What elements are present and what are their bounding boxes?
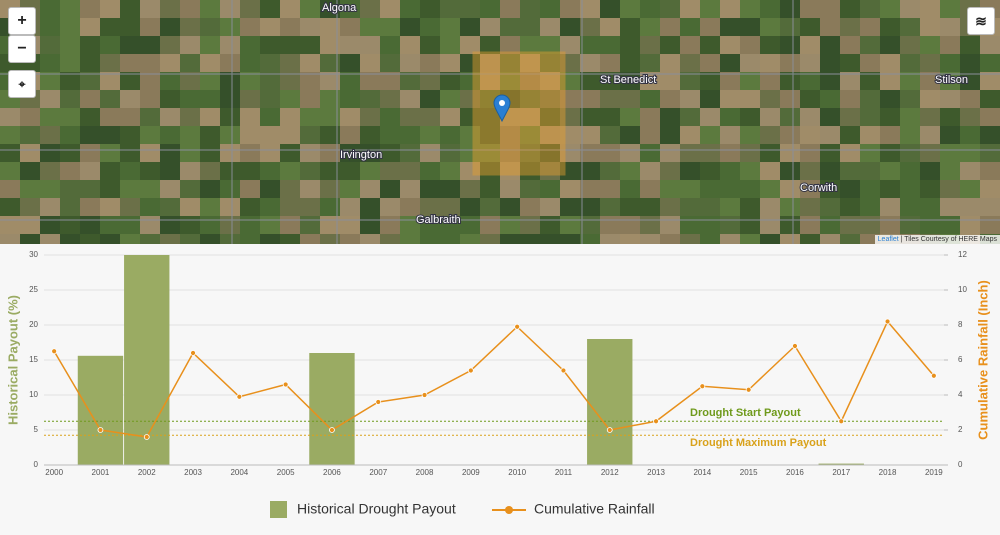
bar (124, 255, 170, 465)
bar (77, 355, 124, 465)
rainfall-line (53, 320, 935, 438)
y-tick-label: 15 (29, 355, 38, 364)
x-tick-label: 2015 (740, 468, 758, 477)
bar (818, 463, 864, 465)
x-tick-label: 2011 (555, 468, 573, 477)
y2-tick-label: 8 (958, 320, 963, 329)
rainfall-point (375, 399, 382, 405)
x-tick-label: 2017 (832, 468, 850, 477)
legend-label: Cumulative Rainfall (534, 501, 655, 517)
x-tick-label: 2010 (508, 468, 526, 477)
threshold-label: Drought Start Payout (690, 407, 801, 419)
x-tick-label: 2018 (879, 468, 897, 477)
locate-button[interactable]: ⌖ (8, 70, 36, 98)
attribution: Leaflet | Tiles Courtesy of HERE Maps (874, 235, 1000, 244)
rainfall-point (514, 323, 521, 330)
y-tick-label: 30 (29, 250, 38, 259)
legend-label: Historical Drought Payout (297, 501, 456, 517)
chart: Historical Payout (%) Cumulative Rainfal… (5, 250, 990, 518)
y2-tick-label: 10 (958, 285, 967, 294)
y2-tick-label: 12 (958, 250, 967, 259)
layers-button[interactable]: ≋ (967, 7, 995, 35)
place-label: Corwith (800, 182, 837, 194)
rainfall-point (884, 318, 891, 325)
y-axis-title: Historical Payout (%) (5, 295, 20, 425)
rainfall-point (329, 427, 335, 433)
rainfall-point (236, 393, 243, 400)
area-overlay (472, 51, 566, 176)
y-tick-label: 20 (29, 320, 38, 329)
bar (587, 339, 633, 465)
legend-swatch (270, 501, 287, 518)
legend-swatch (505, 506, 513, 514)
rainfall-point (467, 367, 474, 374)
x-tick-label: 2013 (647, 468, 665, 477)
rainfall-point (190, 350, 196, 356)
x-tick-label: 2016 (786, 468, 804, 477)
rainfall-point (51, 348, 58, 355)
place-label: Algona (322, 2, 357, 14)
y2-axis-title: Cumulative Rainfall (Inch) (975, 280, 990, 440)
bar (309, 353, 355, 465)
place-label: Irvington (340, 149, 382, 161)
x-tick-label: 2009 (462, 468, 480, 477)
y2-tick-label: 0 (958, 460, 963, 469)
place-label: Galbraith (416, 214, 461, 226)
zoom-out-button[interactable]: − (8, 35, 36, 63)
tiles-credit: Tiles Courtesy of HERE Maps (904, 236, 997, 243)
rainfall-point (792, 343, 798, 349)
place-label: St Benedict (600, 74, 656, 86)
y-tick-label: 25 (29, 285, 38, 294)
rainfall-point (653, 418, 659, 425)
x-tick-label: 2007 (369, 468, 387, 477)
rainfall-point (97, 427, 104, 433)
rainfall-point (930, 372, 937, 379)
x-tick-label: 2008 (416, 468, 434, 477)
zoom-in-button[interactable]: + (8, 7, 36, 35)
x-tick-label: 2003 (184, 468, 202, 477)
x-tick-label: 2014 (693, 468, 711, 477)
x-tick-label: 2019 (925, 468, 943, 477)
x-tick-label: 2004 (230, 468, 248, 477)
rainfall-point (606, 427, 613, 433)
y2-tick-label: 4 (958, 390, 963, 399)
y-tick-label: 0 (34, 460, 39, 469)
y-tick-label: 10 (29, 390, 38, 399)
rainfall-point (421, 392, 428, 398)
rainfall-point (282, 381, 289, 388)
rainfall-point (745, 386, 752, 393)
threshold-label: Drought Maximum Payout (690, 437, 827, 449)
x-tick-label: 2002 (138, 468, 156, 477)
satellite-tiles: Algona St Benedict Stilson Irvington Cor… (0, 0, 1000, 244)
x-tick-label: 2005 (277, 468, 295, 477)
rainfall-point (838, 418, 845, 425)
rainfall-point (560, 367, 567, 374)
y2-tick-label: 2 (958, 425, 963, 434)
x-tick-label: 2000 (45, 468, 63, 477)
y2-tick-label: 6 (958, 355, 963, 364)
leaflet-link[interactable]: Leaflet (877, 236, 899, 243)
location-marker[interactable] (493, 94, 511, 123)
x-tick-label: 2001 (92, 468, 110, 477)
x-tick-label: 2006 (323, 468, 341, 477)
rainfall-point (699, 383, 706, 390)
y-tick-label: 5 (34, 425, 39, 434)
map[interactable]: Algona St Benedict Stilson Irvington Cor… (0, 0, 1000, 244)
rainfall-point (143, 434, 150, 440)
x-tick-label: 2012 (601, 468, 619, 477)
place-label: Stilson (935, 74, 968, 86)
